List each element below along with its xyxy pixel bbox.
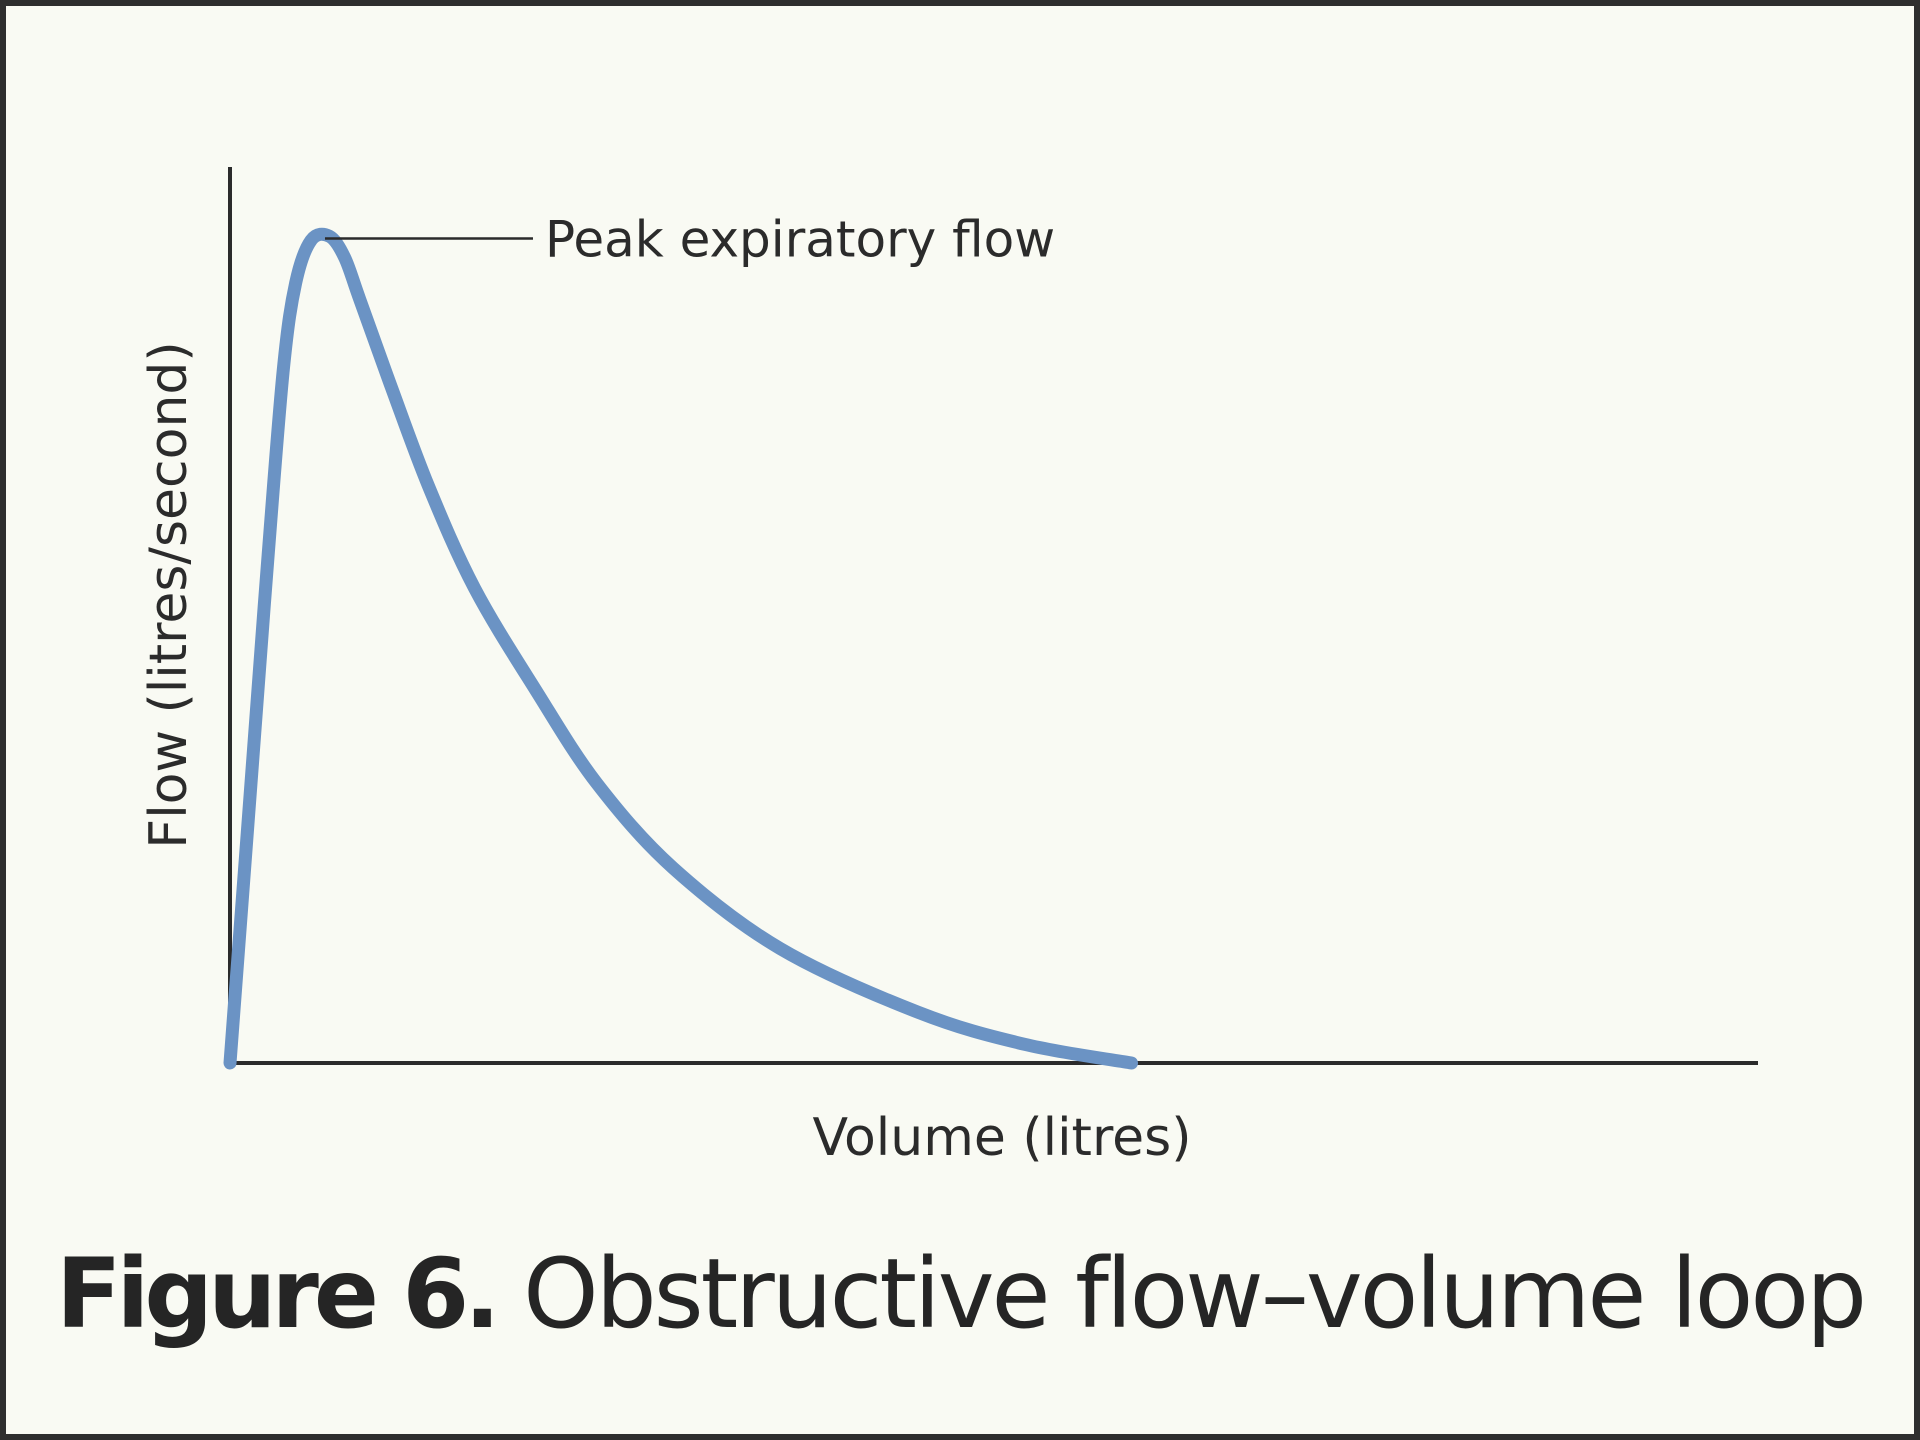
y-axis-label: Flow (litres/second) [139,341,199,848]
flow-volume-curve [223,227,1138,1070]
figure-title: Obstructive flow–volume loop [523,1238,1867,1350]
x-axis-label: Volume (litres) [812,1108,1191,1168]
figure-number: Figure 6. [55,1238,501,1350]
figure-caption: Figure 6. Obstructive flow–volume loop [0,1238,1920,1350]
peak-flow-annotation: Peak expiratory flow [545,210,1055,268]
